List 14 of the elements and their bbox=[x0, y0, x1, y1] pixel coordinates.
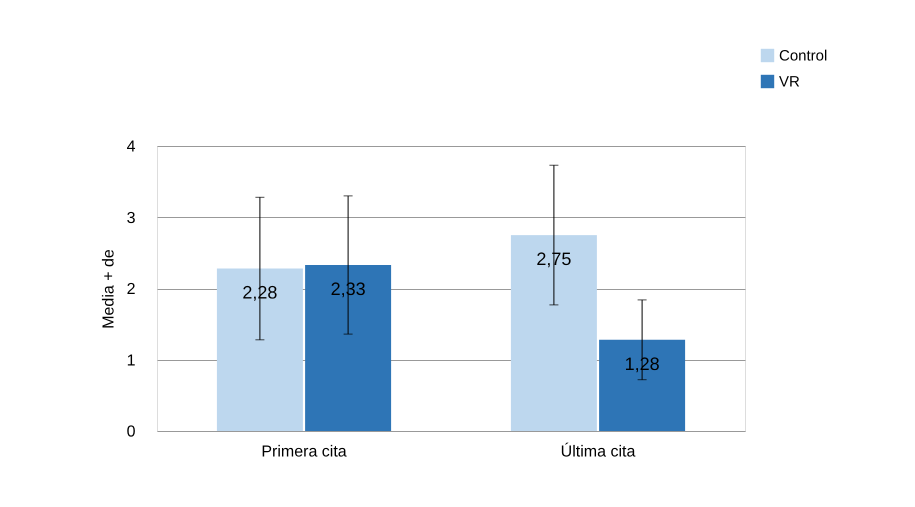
y-axis-title: Media + de bbox=[100, 249, 118, 329]
bar bbox=[510, 235, 597, 431]
bar bbox=[599, 340, 686, 431]
y-tick-label: 3 bbox=[126, 210, 136, 227]
y-tick-label: 0 bbox=[126, 424, 136, 440]
bar bbox=[305, 264, 392, 431]
y-tick-label: 2 bbox=[126, 281, 136, 298]
legend-label: VR bbox=[779, 74, 800, 90]
y-tick-label: 4 bbox=[126, 138, 136, 156]
bar bbox=[216, 268, 303, 431]
legend-label: Control bbox=[779, 48, 828, 64]
x-tick-label: Primera cita bbox=[261, 444, 347, 460]
x-tick-label: Última cita bbox=[560, 442, 636, 460]
y-tick-label: 1 bbox=[126, 352, 136, 370]
